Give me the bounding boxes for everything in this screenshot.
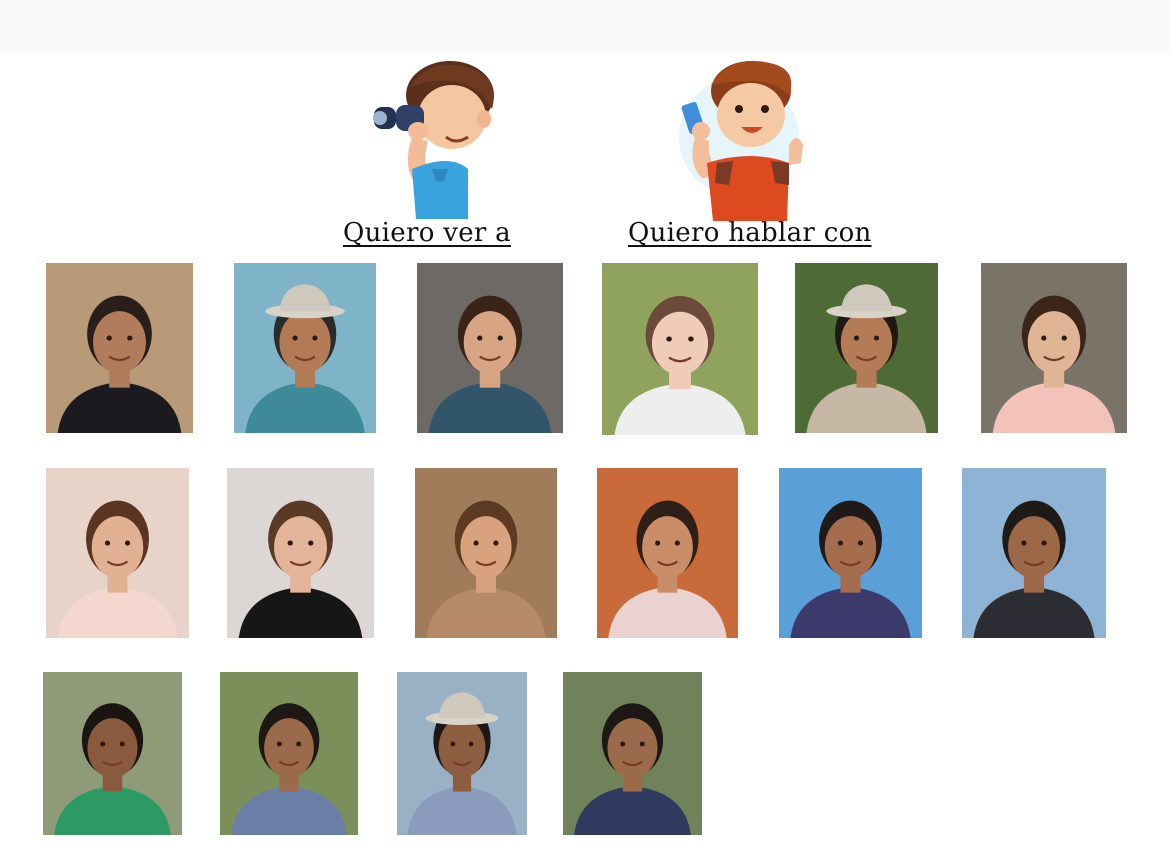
phone-boy-icon bbox=[679, 60, 803, 221]
man-cap-plaid-photo[interactable] bbox=[397, 672, 527, 835]
man-plaid-shirt-photo-image bbox=[220, 672, 358, 835]
woman-selfie-photo[interactable] bbox=[417, 263, 563, 433]
man-nike-shirt-photo[interactable] bbox=[962, 468, 1106, 638]
girl-black-dress-photo[interactable] bbox=[227, 468, 374, 638]
girl-pigtails-photo-image bbox=[597, 468, 738, 638]
choice-see-label: Quiero ver a bbox=[343, 218, 511, 248]
man-cap-plaid-photo-image bbox=[397, 672, 527, 835]
woman-selfie-photo-image bbox=[417, 263, 563, 433]
choice-talk-label: Quiero hablar con bbox=[628, 218, 872, 248]
choice-see-button[interactable]: Quiero ver a bbox=[340, 55, 511, 255]
man-waterfall-photo[interactable] bbox=[779, 468, 922, 638]
man-plaid-shirt-photo[interactable] bbox=[220, 672, 358, 835]
woman-closeup-photo[interactable] bbox=[415, 468, 557, 638]
girl-pigtails-photo[interactable] bbox=[597, 468, 738, 638]
woman-green-top-photo-image bbox=[43, 672, 182, 835]
man-cowboy-hat-photo[interactable] bbox=[795, 263, 938, 433]
man-mustache-photo[interactable] bbox=[563, 672, 702, 835]
man-cap-sunglasses-photo[interactable] bbox=[234, 263, 376, 433]
older-woman-photo[interactable] bbox=[46, 263, 193, 433]
man-cap-sunglasses-photo-image bbox=[234, 263, 376, 433]
woman-with-baby-photo[interactable] bbox=[981, 263, 1127, 433]
top-bar bbox=[0, 0, 1170, 52]
girl-black-dress-photo-image bbox=[227, 468, 374, 638]
choice-talk-button[interactable]: Quiero hablar con bbox=[625, 55, 871, 255]
binoculars-boy-icon bbox=[373, 61, 494, 219]
woman-closeup-photo-image bbox=[415, 468, 557, 638]
man-waterfall-photo-image bbox=[779, 468, 922, 638]
older-woman-photo-image bbox=[46, 263, 193, 433]
woman-with-baby-photo-image bbox=[981, 263, 1127, 433]
girl-smiling-photo-image bbox=[46, 468, 189, 638]
baby-pink-bow-photo[interactable] bbox=[602, 263, 758, 435]
man-nike-shirt-photo-image bbox=[962, 468, 1106, 638]
man-cowboy-hat-photo-image bbox=[795, 263, 938, 433]
woman-green-top-photo[interactable] bbox=[43, 672, 182, 835]
man-mustache-photo-image bbox=[563, 672, 702, 835]
baby-pink-bow-photo-image bbox=[602, 263, 758, 435]
girl-smiling-photo[interactable] bbox=[46, 468, 189, 638]
